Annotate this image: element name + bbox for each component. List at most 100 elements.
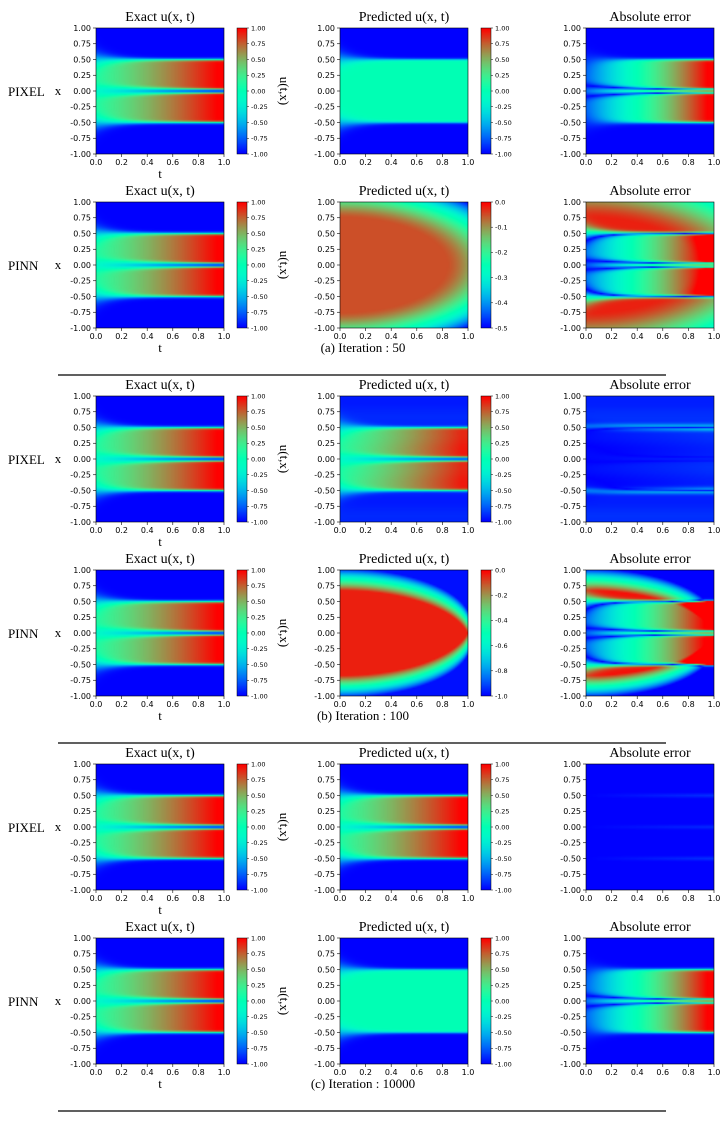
colorbar-tick-label: 1.00 [251, 934, 265, 942]
heatmap-pixel_iter10000 [340, 764, 468, 890]
x-tick-label: 0.0 [90, 700, 103, 709]
colorbar-tick-label: 0.75 [251, 408, 265, 416]
x-tick-label: 0.4 [141, 526, 154, 535]
y-tick-label: -1.00 [314, 886, 335, 895]
colorbar-tick-label: -0.25 [251, 839, 268, 847]
x-tick-label: 0.0 [334, 158, 347, 167]
y-tick-label: 0.00 [563, 629, 581, 638]
x-tick-label: 1.0 [708, 894, 721, 903]
y-tick-label: 0.25 [73, 981, 91, 990]
colorbar-tick-label: -0.50 [251, 855, 268, 863]
y-tick-label: 1.00 [317, 392, 335, 401]
colorbar-tick-label: -0.25 [495, 839, 512, 847]
heatmap-err_pixel_iter100 [586, 396, 714, 522]
colorbar-tick-label: -0.1 [495, 224, 508, 232]
colorbar-tick-label: -0.25 [251, 645, 268, 653]
x-tick-label: 0.4 [631, 526, 644, 535]
x-tick-label: 0.2 [359, 526, 372, 535]
y-tick-label: -0.25 [560, 645, 581, 654]
x-tick-label: 0.6 [410, 1068, 423, 1077]
colorbar-tick-label: 0.75 [495, 950, 509, 958]
x-tick-label: 0.6 [656, 1068, 669, 1077]
panel-title: Predicted u(x, t) [359, 184, 450, 199]
y-tick-label: -0.25 [314, 1013, 335, 1022]
y-tick-label: 0.25 [317, 981, 335, 990]
y-tick-label: 0.25 [317, 439, 335, 448]
x-tick-label: 0.0 [580, 332, 593, 341]
colorbar-tick-label: 1.00 [251, 760, 265, 768]
colorbar-tick-label: -0.2 [495, 592, 508, 600]
y-axis-label: x [55, 257, 62, 272]
colorbar-tick-label: -0.75 [251, 309, 268, 317]
x-tick-label: 0.6 [166, 894, 179, 903]
x-tick-label: 0.6 [656, 526, 669, 535]
x-tick-label: 0.4 [141, 1068, 154, 1077]
y-tick-label: 0.00 [317, 997, 335, 1006]
colorbar-tick-label: 0.75 [251, 40, 265, 48]
x-tick-label: 0.2 [115, 700, 128, 709]
colorbar-tick-label: -1.00 [495, 518, 512, 526]
colorbar-tick-label: 0.25 [251, 808, 265, 816]
x-tick-label: 0.8 [682, 332, 695, 341]
x-tick-label: 0.4 [385, 526, 398, 535]
row-label-pixel: PIXEL [8, 820, 45, 835]
colorbar-tick-label: 0.75 [251, 950, 265, 958]
y-tick-label: 0.75 [563, 950, 581, 959]
colorbar-tick-label: -0.5 [495, 324, 508, 332]
x-tick-label: 1.0 [462, 332, 475, 341]
colorbar-tick-label: 0.50 [495, 966, 509, 974]
y-tick-label: 0.00 [73, 261, 91, 270]
x-tick-label: 0.2 [115, 526, 128, 535]
colorbar-tick-label: -0.25 [251, 277, 268, 285]
colorbar-tick-label: 0.50 [251, 56, 265, 64]
y-tick-label: 0.75 [317, 408, 335, 417]
x-tick-label: 0.0 [334, 700, 347, 709]
x-tick-label: 0.6 [166, 332, 179, 341]
colorbar-tick-label: -0.2 [495, 249, 508, 257]
x-tick-label: 0.4 [385, 894, 398, 903]
y-tick-label: -0.50 [70, 486, 91, 495]
colorbar [237, 202, 247, 328]
colorbar-tick-label: -1.0 [495, 692, 508, 700]
y-tick-label: 1.00 [317, 566, 335, 575]
heatmap-pinn_iter10000 [340, 938, 468, 1064]
colorbar-tick-label: -1.00 [251, 692, 268, 700]
colorbar-tick-label: -0.25 [495, 103, 512, 111]
y-tick-label: 0.25 [563, 807, 581, 816]
colorbar-tick-label: 0.25 [251, 614, 265, 622]
y-tick-label: 0.50 [563, 229, 581, 238]
heatmap-err_pixel_iter50 [586, 28, 714, 154]
y-axis-label: x [55, 625, 62, 640]
colorbar-tick-label: -0.75 [251, 135, 268, 143]
panel-title: Exact u(x, t) [125, 552, 195, 567]
x-tick-label: 0.2 [115, 158, 128, 167]
row-label-pixel: PIXEL [8, 452, 45, 467]
x-tick-label: 1.0 [462, 526, 475, 535]
x-tick-label: 0.0 [90, 894, 103, 903]
colorbar-tick-label: -0.75 [495, 503, 512, 511]
x-tick-label: 0.2 [115, 1068, 128, 1077]
y-tick-label: 1.00 [73, 934, 91, 943]
y-tick-label: -0.50 [314, 292, 335, 301]
y-tick-label: -0.75 [314, 870, 335, 879]
x-tick-label: 0.6 [410, 894, 423, 903]
heatmap-exact [96, 938, 224, 1064]
y-tick-label: 0.00 [73, 823, 91, 832]
y-tick-label: 0.00 [317, 455, 335, 464]
heatmap-err_pinn_iter50 [586, 202, 714, 328]
y-tick-label: -0.50 [560, 118, 581, 127]
y-tick-label: 0.75 [563, 408, 581, 417]
panel-title: Absolute error [609, 552, 691, 567]
y-tick-label: -0.50 [560, 292, 581, 301]
y-tick-label: 0.25 [317, 613, 335, 622]
colorbar-tick-label: -1.00 [495, 886, 512, 894]
x-tick-label: 1.0 [708, 700, 721, 709]
colorbar-tick-label: -1.00 [251, 886, 268, 894]
x-tick-label: 0.6 [656, 158, 669, 167]
x-tick-label: 0.4 [631, 332, 644, 341]
colorbar-tick-label: 0.00 [251, 823, 265, 831]
colorbar-tick-label: 0.50 [495, 792, 509, 800]
y-tick-label: 0.75 [563, 582, 581, 591]
heatmap-exact [96, 764, 224, 890]
